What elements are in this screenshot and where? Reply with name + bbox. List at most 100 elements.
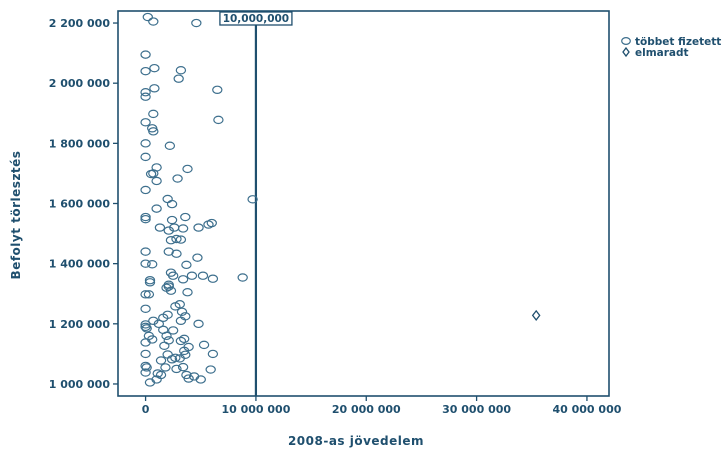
x-tick-label: 30 000 000 xyxy=(442,403,511,416)
data-point-tobbet-fizetett xyxy=(147,260,158,269)
data-point-tobbet-fizetett xyxy=(148,127,159,136)
x-tick-label: 10 000 000 xyxy=(221,403,290,416)
data-point-tobbet-fizetett xyxy=(142,12,153,22)
data-point-tobbet-fizetett xyxy=(166,355,178,364)
data-point-tobbet-fizetett xyxy=(175,66,187,75)
legend-label: többet fizetett xyxy=(635,36,721,48)
data-point-tobbet-fizetett xyxy=(167,326,179,335)
data-point-tobbet-fizetett xyxy=(140,118,151,127)
data-point-tobbet-fizetett xyxy=(164,141,176,150)
data-point-tobbet-fizetett xyxy=(148,17,159,26)
data-point-tobbet-fizetett xyxy=(177,275,189,284)
x-tick-label: 0 xyxy=(142,403,150,416)
data-point-tobbet-fizetett xyxy=(207,274,219,283)
y-tick-label: 2 000 000 xyxy=(49,77,111,90)
data-point-tobbet-fizetett xyxy=(170,302,181,311)
data-point-tobbet-fizetett xyxy=(151,176,162,186)
data-point-tobbet-fizetett xyxy=(162,194,173,204)
data-point-tobbet-fizetett xyxy=(247,195,258,204)
data-point-tobbet-fizetett xyxy=(140,338,151,347)
data-point-tobbet-fizetett xyxy=(186,271,198,280)
y-tick-label: 1 400 000 xyxy=(49,258,111,271)
data-point-tobbet-fizetett xyxy=(140,185,151,195)
data-point-tobbet-fizetett xyxy=(182,164,193,174)
data-point-tobbet-fizetett xyxy=(144,378,156,387)
x-axis: 0 10 000 000 20 000 000 30 000 000 40 000 00… xyxy=(142,396,622,416)
data-point-tobbet-fizetett xyxy=(140,66,151,76)
data-point-tobbet-fizetett xyxy=(140,92,151,101)
data-point-tobbet-fizetett xyxy=(237,273,248,282)
data-point-tobbet-fizetett xyxy=(180,212,191,222)
data-points xyxy=(140,12,541,387)
data-point-tobbet-fizetett xyxy=(166,199,178,209)
reference-line-label: 10,000,000 xyxy=(223,13,289,25)
data-point-tobbet-fizetett xyxy=(192,253,203,262)
data-point-tobbet-fizetett xyxy=(158,313,169,322)
x-tick-label: 40 000 000 xyxy=(552,403,621,416)
data-point-tobbet-fizetett xyxy=(140,290,151,299)
reference-line-label-box xyxy=(219,11,293,26)
data-point-tobbet-fizetett xyxy=(212,85,223,95)
data-point-tobbet-fizetett xyxy=(177,362,189,372)
data-point-tobbet-fizetett xyxy=(140,212,151,222)
data-point-tobbet-fizetett xyxy=(181,260,192,270)
data-point-tobbet-fizetett xyxy=(144,275,156,285)
data-point-tobbet-fizetett xyxy=(165,235,177,245)
data-point-elmaradt xyxy=(531,309,541,321)
legend-label: elmaradt xyxy=(635,47,689,59)
plot-frame xyxy=(117,10,610,397)
data-point-tobbet-fizetett xyxy=(141,324,152,333)
reference-line: 10,000,000 xyxy=(219,11,293,396)
data-point-tobbet-fizetett xyxy=(198,340,210,350)
data-point-tobbet-fizetett xyxy=(175,336,187,346)
data-point-tobbet-fizetett xyxy=(163,247,174,256)
data-point-tobbet-fizetett xyxy=(140,320,151,329)
data-point-tobbet-fizetett xyxy=(182,288,193,297)
data-point-tobbet-fizetett xyxy=(175,235,187,244)
data-point-tobbet-fizetett xyxy=(205,365,216,374)
data-point-tobbet-fizetett xyxy=(151,204,162,213)
y-tick-label: 1 600 000 xyxy=(49,198,111,211)
data-point-tobbet-fizetett xyxy=(160,363,171,372)
data-point-tobbet-fizetett xyxy=(141,363,152,372)
data-point-tobbet-fizetett xyxy=(174,354,185,363)
data-point-tobbet-fizetett xyxy=(191,18,202,28)
y-tick-label: 1 800 000 xyxy=(49,137,111,150)
data-point-tobbet-fizetett xyxy=(166,215,178,225)
data-point-tobbet-fizetett xyxy=(153,319,165,329)
data-point-tobbet-fizetett xyxy=(144,278,156,287)
data-point-tobbet-fizetett xyxy=(171,364,182,374)
data-point-tobbet-fizetett xyxy=(140,349,151,359)
data-point-tobbet-fizetett xyxy=(140,259,151,268)
data-point-tobbet-fizetett xyxy=(163,282,174,291)
data-point-tobbet-fizetett xyxy=(145,169,157,179)
data-point-tobbet-fizetett xyxy=(140,139,151,148)
data-point-tobbet-fizetett xyxy=(154,223,166,232)
data-point-tobbet-fizetett xyxy=(203,220,214,229)
y-axis-title: Befolyt törlesztés xyxy=(9,151,23,280)
data-point-tobbet-fizetett xyxy=(149,84,160,93)
legend-circle-marker xyxy=(621,36,631,45)
y-tick-label: 1 000 000 xyxy=(49,378,111,391)
data-point-tobbet-fizetett xyxy=(179,334,190,344)
data-point-tobbet-fizetett xyxy=(207,349,219,359)
data-point-tobbet-fizetett xyxy=(172,174,183,183)
data-point-tobbet-fizetett xyxy=(213,115,224,125)
data-point-tobbet-fizetett xyxy=(140,50,151,59)
data-point-tobbet-fizetett xyxy=(173,74,184,83)
data-point-tobbet-fizetett xyxy=(149,63,160,73)
data-point-tobbet-fizetett xyxy=(176,307,188,316)
data-point-tobbet-fizetett xyxy=(195,375,206,384)
data-point-tobbet-fizetett xyxy=(140,322,151,332)
x-axis-title: 2008-as jövedelem xyxy=(288,434,424,448)
data-point-tobbet-fizetett xyxy=(140,247,151,256)
data-point-tobbet-fizetett xyxy=(140,152,151,162)
data-point-tobbet-fizetett xyxy=(165,286,177,295)
data-point-tobbet-fizetett xyxy=(197,271,209,280)
data-point-tobbet-fizetett xyxy=(171,249,182,258)
data-point-tobbet-fizetett xyxy=(193,223,204,232)
data-point-tobbet-fizetett xyxy=(155,356,167,365)
data-point-tobbet-fizetett xyxy=(177,224,189,233)
